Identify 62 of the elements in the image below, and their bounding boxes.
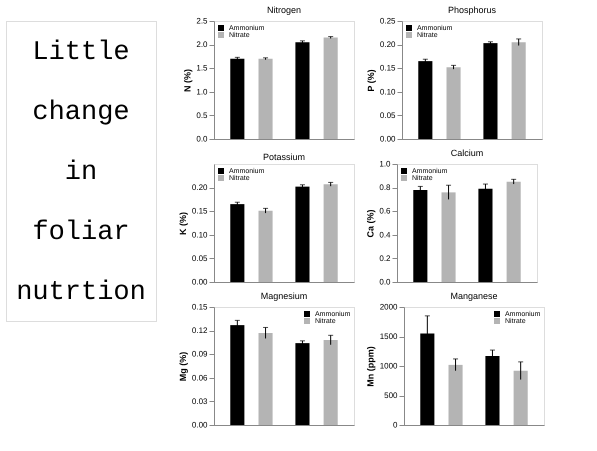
chart-title: Calcium xyxy=(450,148,484,158)
y-tick-label: 0.20 xyxy=(192,183,208,192)
y-axis-title: P (%) xyxy=(366,69,376,92)
y-tick-label: 1.5 xyxy=(196,64,208,73)
bar xyxy=(413,190,428,282)
y-tick-label: 500 xyxy=(384,391,398,400)
y-tick-label: 0.4 xyxy=(379,230,392,240)
bar xyxy=(478,188,493,282)
bar xyxy=(258,58,273,139)
y-axis-title: N (%) xyxy=(182,69,192,92)
chart-title: Magnesium xyxy=(260,291,308,301)
y-tick-label: 0.03 xyxy=(192,396,208,406)
y-tick-label: 0 xyxy=(393,420,398,430)
y-tick-label: 1.0 xyxy=(196,87,208,96)
y-tick-label: 0.2 xyxy=(379,254,392,263)
y-axis-title: K (%) xyxy=(178,212,188,235)
y-tick-label: 0.15 xyxy=(380,64,396,73)
y-tick-label: 0.6 xyxy=(379,206,392,216)
y-tick-label: 1000 xyxy=(380,362,398,370)
bar xyxy=(324,340,338,425)
y-tick-label: 0.25 xyxy=(380,16,396,26)
y-axis-title: Mn (ppm) xyxy=(366,346,376,387)
y-tick-label: 0.15 xyxy=(192,206,208,216)
bar xyxy=(230,325,244,425)
y-axis-title: Mg (%) xyxy=(178,352,188,382)
y-tick-label: 0.0 xyxy=(379,278,392,286)
y-tick-label: 0.12 xyxy=(192,326,208,336)
y-tick-label: 2000 xyxy=(380,302,398,312)
chart-title: Nitrogen xyxy=(266,5,302,15)
y-tick-label: 0.20 xyxy=(380,40,396,50)
y-tick-label: 0.15 xyxy=(192,302,208,312)
chart-title: Phosphorus xyxy=(448,5,497,15)
y-tick-label: 0.05 xyxy=(380,110,396,120)
bar xyxy=(258,332,273,425)
y-tick-label: 2.0 xyxy=(196,40,208,50)
bar xyxy=(448,364,463,425)
chart-title: Manganese xyxy=(450,291,498,301)
y-tick-label: 0.00 xyxy=(380,134,396,144)
text: Little change in foliar nutrtion xyxy=(16,38,146,308)
bar xyxy=(446,67,461,139)
y-tick-label: 0.00 xyxy=(192,278,208,286)
y-tick-label: 0.0 xyxy=(196,134,208,144)
y-tick-label: 0.8 xyxy=(379,183,392,192)
y-tick-label: 0.05 xyxy=(192,254,208,263)
bar xyxy=(506,182,521,282)
bar xyxy=(324,38,338,139)
y-tick-label: 0.10 xyxy=(192,230,208,240)
y-tick-label: 0.00 xyxy=(192,420,208,430)
bar xyxy=(258,210,273,282)
y-tick-label: 0.06 xyxy=(192,373,208,382)
bar xyxy=(441,192,456,282)
chart-title: Potassium xyxy=(262,152,306,162)
y-axis-title: Ca (%) xyxy=(365,209,376,238)
bar xyxy=(514,370,528,425)
y-tick-label: 2.5 xyxy=(196,16,208,26)
y-tick-label: 1.0 xyxy=(379,160,392,168)
bar xyxy=(324,184,338,282)
y-tick-label: 0.10 xyxy=(380,87,396,96)
y-tick-label: 1500 xyxy=(380,332,398,341)
y-tick-label: 0.09 xyxy=(192,350,208,359)
bar xyxy=(512,42,526,139)
y-tick-label: 0.5 xyxy=(196,110,208,120)
